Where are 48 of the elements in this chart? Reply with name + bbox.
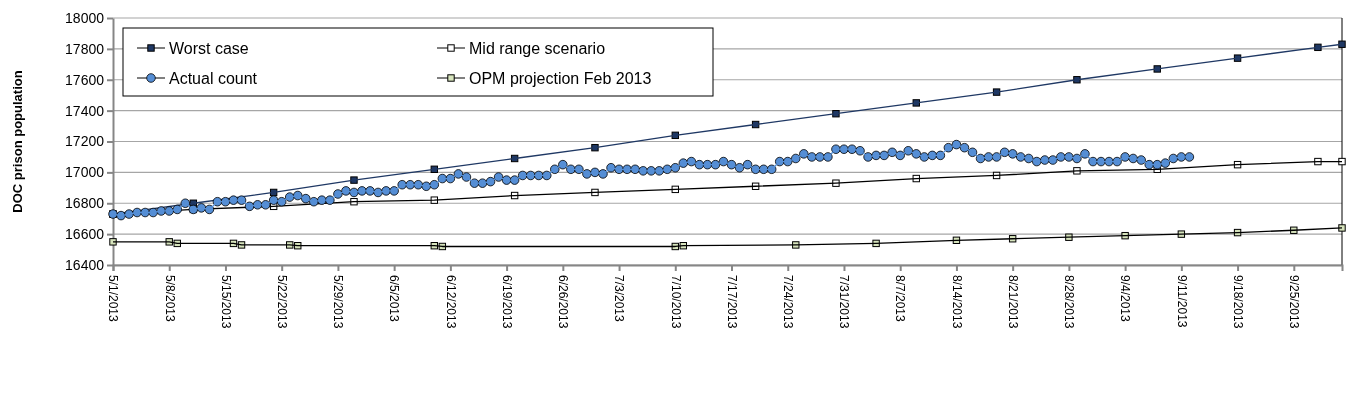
point — [912, 99, 920, 107]
x-tick-label: 9/18/2013 — [1230, 275, 1245, 329]
point — [350, 176, 358, 184]
legend-label: Mid range scenario — [469, 39, 606, 57]
point — [591, 143, 599, 152]
x-tick-label: 5/15/2013 — [218, 275, 233, 329]
x-tick-label: 9/25/2013 — [1287, 275, 1302, 329]
x-tick-label: 8/21/2013 — [1005, 275, 1020, 329]
point — [1314, 43, 1322, 52]
y-axis-title: DOC prison population — [10, 70, 25, 213]
y-tick-label: 17000 — [65, 164, 105, 181]
x-tick-label: 6/12/2013 — [443, 275, 458, 329]
x-tick-label: 8/14/2013 — [949, 275, 964, 329]
x-tick-label: 7/24/2013 — [781, 275, 796, 329]
x-tick-label: 8/28/2013 — [1062, 275, 1077, 329]
point — [109, 238, 117, 246]
point — [1153, 65, 1161, 73]
point — [1073, 76, 1081, 84]
x-tick-label: 6/26/2013 — [556, 275, 571, 329]
x-tick-label: 5/29/2013 — [331, 275, 346, 329]
x-tick-label: 9/4/2013 — [1118, 275, 1133, 323]
x-tick-label: 6/19/2013 — [499, 275, 514, 329]
x-tick-label: 6/5/2013 — [387, 275, 402, 323]
x-tick-label: 7/17/2013 — [724, 275, 739, 329]
point — [1338, 157, 1346, 166]
point — [430, 165, 439, 173]
x-tick-label: 5/1/2013 — [106, 275, 121, 323]
x-tick-label: 7/31/2013 — [837, 275, 852, 329]
x-tick-label: 5/8/2013 — [162, 275, 177, 323]
legend-label: OPM projection Feb 2013 — [469, 69, 652, 87]
point — [832, 110, 840, 118]
y-tick-label: 18000 — [65, 9, 105, 26]
y-tick-label: 17600 — [65, 71, 105, 88]
x-tick-label: 7/10/2013 — [668, 275, 683, 329]
y-tick-label: 17200 — [65, 133, 105, 150]
y-tick-label: 16800 — [65, 195, 105, 212]
x-tick-label: 9/11/2013 — [1174, 275, 1189, 328]
y-tick-label: 17800 — [65, 40, 105, 57]
legend-label: Worst case — [169, 39, 249, 57]
point — [1338, 40, 1346, 48]
point — [671, 131, 679, 140]
x-tick-label: 7/3/2013 — [612, 275, 627, 323]
x-tick-label: 8/7/2013 — [893, 275, 908, 323]
x-tick-label: 5/22/2013 — [274, 275, 289, 329]
legend-label: Actual count — [169, 69, 258, 87]
y-tick-label: 17400 — [65, 102, 105, 119]
y-tick-label: 16600 — [65, 226, 105, 243]
y-tick-label: 16400 — [65, 256, 105, 273]
